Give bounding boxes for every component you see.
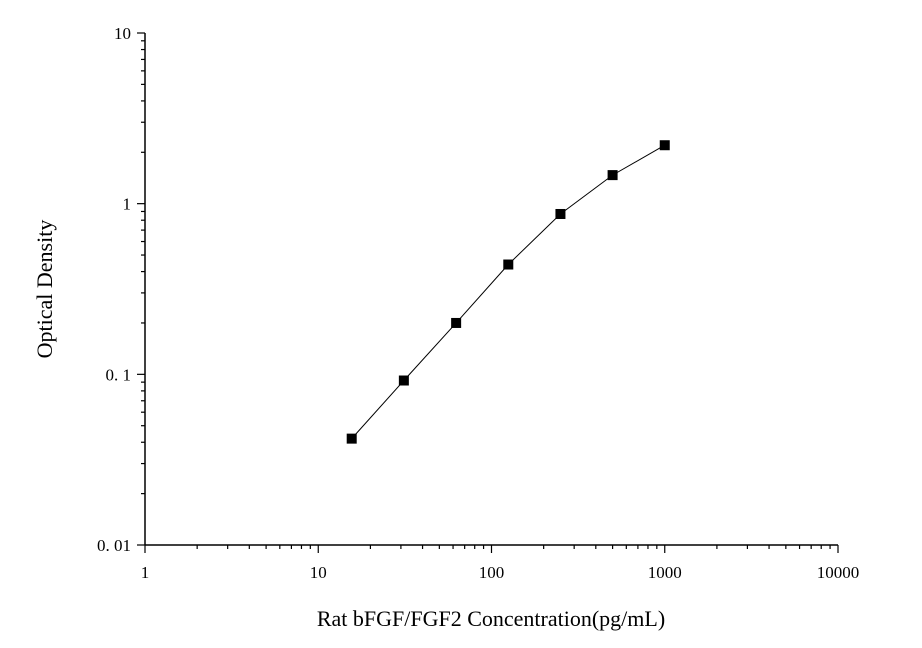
data-point-marker <box>398 375 409 386</box>
y-tick-label: 0. 1 <box>106 365 132 384</box>
x-tick-label: 100 <box>479 563 505 582</box>
x-tick-label: 1 <box>141 563 150 582</box>
x-axis-title: Rat bFGF/FGF2 Concentration(pg/mL) <box>317 606 665 631</box>
data-point-marker <box>346 433 357 444</box>
y-tick-label: 1 <box>123 195 132 214</box>
data-point-marker <box>555 208 566 219</box>
series-line <box>351 144 665 439</box>
data-point-marker <box>503 259 514 270</box>
x-tick-label: 10 <box>310 563 327 582</box>
y-tick-label: 10 <box>114 24 131 43</box>
data-point-marker <box>607 170 618 181</box>
x-tick-label: 10000 <box>817 563 860 582</box>
data-point-marker <box>659 140 670 151</box>
y-axis-title: Optical Density <box>32 220 57 359</box>
series-layer <box>346 140 670 444</box>
axes: 1 10 100 1000 10000 0. 01 0. 1 1 10 <box>97 24 859 582</box>
x-tick-label: 1000 <box>648 563 682 582</box>
y-tick-label: 0. 01 <box>97 536 131 555</box>
data-point-marker <box>451 317 462 328</box>
